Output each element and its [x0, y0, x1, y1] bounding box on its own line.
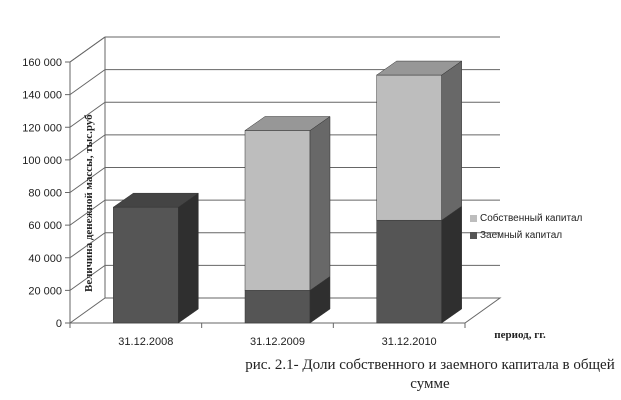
gridline-side	[69, 167, 106, 193]
legend-item-own-capital: Собственный капитал	[470, 210, 582, 227]
y-tick-label: 140 000	[22, 90, 62, 102]
y-tick-label: 60 000	[28, 220, 62, 232]
y-tick-label: 80 000	[28, 188, 62, 200]
gridline-side	[69, 69, 106, 96]
bar-top-0	[112, 192, 200, 208]
bar-top-2	[375, 60, 463, 76]
bar-own-capital-1	[244, 130, 311, 291]
bar-side-own-capital-2	[441, 60, 462, 221]
chart-legend: Собственный капитал Заемный капитал	[470, 210, 582, 244]
figure-caption: рис. 2.1- Доли собственного и заемного к…	[245, 357, 615, 392]
legend-label-own-capital: Собственный капитал	[480, 213, 583, 224]
bar-borrowed-capital-2	[376, 219, 442, 324]
legend-label-borrowed-capital: Заемный капитал	[480, 230, 563, 241]
legend-swatch-own-capital	[470, 215, 477, 222]
chart-canvas: 0 20 000 40 000 60 000 80 000 100 000 120 000 1…	[22, 36, 546, 348]
x-tick-label: 31.12.2010	[382, 336, 437, 348]
bar-own-capital-2	[376, 74, 442, 221]
bar-borrowed-capital-0	[113, 206, 179, 324]
legend-item-borrowed-capital: Заемный капитал	[470, 227, 582, 244]
y-tick-label: 40 000	[28, 253, 62, 265]
bar-side-own-capital-1	[309, 116, 331, 291]
x-tick-label: 31.12.2009	[250, 336, 305, 348]
legend-swatch-borrowed-capital	[470, 232, 477, 239]
bar-side-borrowed-capital-2	[441, 205, 462, 324]
y-tick-label: 120 000	[22, 122, 62, 134]
y-axis-title: Величина денежной массы, тыс.руб	[83, 114, 95, 292]
bar-borrowed-capital-1	[244, 290, 311, 324]
gridline-side	[69, 264, 106, 291]
y-tick-label: 0	[56, 318, 62, 330]
y-tick-label: 100 000	[22, 155, 62, 167]
gridline-side	[69, 232, 106, 259]
y-tick-label: 20 000	[28, 285, 62, 297]
bar-top-1	[244, 116, 331, 131]
y-tick-label: 160 000	[22, 57, 62, 69]
bar-side-borrowed-capital-0	[178, 192, 199, 324]
x-tick-label: 31.12.2008	[118, 336, 173, 348]
x-axis-title: период, гг.	[494, 329, 546, 341]
gridline-side	[69, 199, 106, 226]
gridline-side	[69, 101, 106, 128]
gridline-side	[69, 36, 106, 63]
gridline-side	[69, 134, 106, 161]
